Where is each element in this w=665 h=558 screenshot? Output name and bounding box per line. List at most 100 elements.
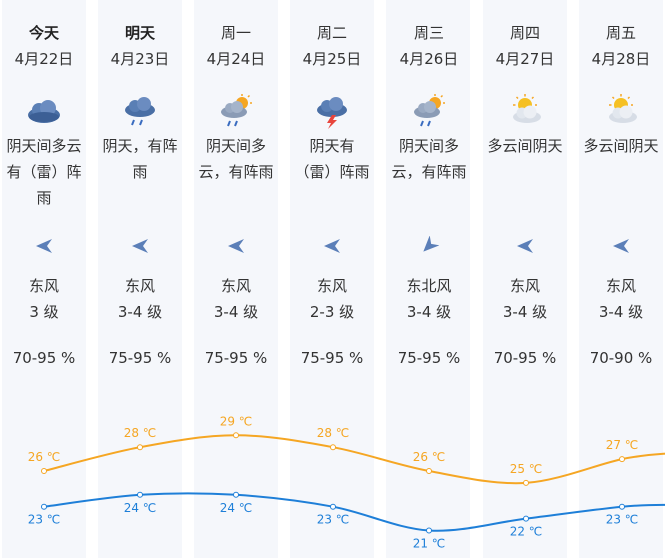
high-temp-line [43,434,665,485]
wind-direction-arrow-icon [228,239,244,253]
low-temp-point [137,491,143,498]
low-temp-point [619,503,625,510]
rain-cloud-icon [125,97,155,126]
day-name: 周一 [220,24,251,42]
day-column-6 [579,0,663,558]
day-header: 今天 4月22日 [0,20,92,72]
day-date: 4月26日 [399,50,459,68]
day-date: 4月24日 [206,50,266,68]
weather-description-line: 多云间阴天 [487,137,563,155]
low-temp-point [523,515,529,522]
wind-level: 3 级 [29,303,59,321]
wind-direction-arrow-icon [613,239,629,253]
day-column-5 [483,0,567,558]
day-header: 周三 4月26日 [381,20,477,72]
low-temp-label: 24 ℃ [220,501,253,515]
weather-description-line: 雨 [132,163,148,181]
day-date: 4月23日 [110,50,170,68]
wind-direction: 东风 [220,277,251,295]
day-column-3 [290,0,374,558]
weather-description-line: （雷）阵雨 [294,163,370,181]
high-temp-label: 29 ℃ [220,414,253,428]
high-temp-point [619,456,625,463]
low-temp-point [426,527,432,534]
weather-description-line: 云，有阵雨 [198,163,274,181]
weather-description-line: 阴天间多 [398,137,459,155]
high-temp-point [523,479,529,486]
wind-info: 东风 3-4 级 [477,273,573,325]
wind-info: 东风 3-4 级 [92,273,188,325]
weather-description: 多云间阴天 [477,133,573,159]
day-date: 4月25日 [302,50,362,68]
high-temp-point [330,444,336,451]
low-temp-label: 22 ℃ [510,525,543,539]
weather-description: 阴天间多 云，有阵雨 [188,133,284,185]
humidity: 75-95 % [300,349,364,367]
wind-level: 3-4 级 [213,303,259,321]
wind-direction-arrow-icon [517,239,533,253]
humidity: 70-95 % [12,349,76,367]
wind-direction-arrow-icon [132,239,148,253]
high-temp-point [426,468,432,474]
weather-description-line: 雨 [36,189,52,207]
high-temp-point [233,432,239,439]
weather-description: 阴天有 （雷）阵雨 [284,133,380,185]
low-temp-label: 23 ℃ [28,513,61,527]
day-date: 4月27日 [495,50,555,68]
wind-direction: 东风 [124,277,155,295]
day-name: 周三 [413,24,444,42]
weather-description-line: 云，有阵雨 [391,163,467,181]
sun-cloud-rain-icon [221,94,252,127]
wind-level: 3-4 级 [406,303,452,321]
wind-level: 3-4 级 [502,303,548,321]
weather-description: 阴天间多云 有（雷）阵 雨 [0,133,92,211]
high-temp-label: 28 ℃ [124,426,157,440]
low-temp-label: 24 ℃ [124,501,157,515]
day-header: 周一 4月24日 [188,20,284,72]
wind-info: 东风 3-4 级 [188,273,284,325]
weather-description-line: 阴天间多云 [6,137,82,155]
wind-info: 东风 2-3 级 [284,273,380,325]
low-temp-line [43,492,665,532]
weather-description-line: 阴天，有阵 [102,137,178,155]
temperature-chart: 26 ℃ 28 ℃ 29 ℃ 28 ℃ 26 ℃ 25 ℃ 27 ℃ 23 ℃ 24 ℃ 24 ℃… [28,414,665,551]
day-column-1 [98,0,182,558]
day-name: 周四 [509,24,540,42]
day-column-2 [194,0,278,558]
day-name: 周五 [605,24,636,42]
weather-description-line: 阴天有 [309,137,355,155]
wind-direction: 东风 [316,277,347,295]
weather-description-line: 阴天间多 [205,137,266,155]
low-temp-point [41,503,47,510]
day-header: 周五 4月28日 [573,20,665,72]
wind-info: 东风 3 级 [0,273,92,325]
weather-description-line: 有（雷）阵 [6,163,82,181]
humidity: 70-95 % [493,349,557,367]
weather-description: 多云间阴天 [573,133,665,159]
humidity: 75-95 % [397,349,461,367]
day-name: 周二 [316,24,347,42]
day-header: 明天 4月23日 [92,20,188,72]
weather-description-line: 多云间阴天 [583,137,659,155]
day-header: 周二 4月25日 [284,20,380,72]
wind-direction-arrow-icon [36,239,52,253]
high-temp-label: 25 ℃ [510,462,543,476]
wind-level: 2-3 级 [309,303,355,321]
wind-direction-arrow-icon [423,236,439,252]
high-temp-label: 28 ℃ [317,426,350,440]
wind-level: 3-4 级 [598,303,644,321]
low-temp-label: 23 ℃ [317,513,350,527]
humidity: 75-95 % [108,349,172,367]
partly-cloudy-icon [609,94,637,123]
low-temp-label: 23 ℃ [606,513,639,527]
wind-level: 3-4 级 [117,303,163,321]
wind-direction: 东风 [605,277,636,295]
high-temp-label: 26 ℃ [413,450,446,464]
day-header: 周四 4月27日 [477,20,573,72]
sun-cloud-rain-icon [414,94,445,127]
wind-direction: 东北风 [406,277,452,295]
high-temp-point [41,468,47,474]
day-name: 明天 [124,24,155,42]
wind-direction: 东风 [28,277,59,295]
wind-direction: 东风 [509,277,540,295]
